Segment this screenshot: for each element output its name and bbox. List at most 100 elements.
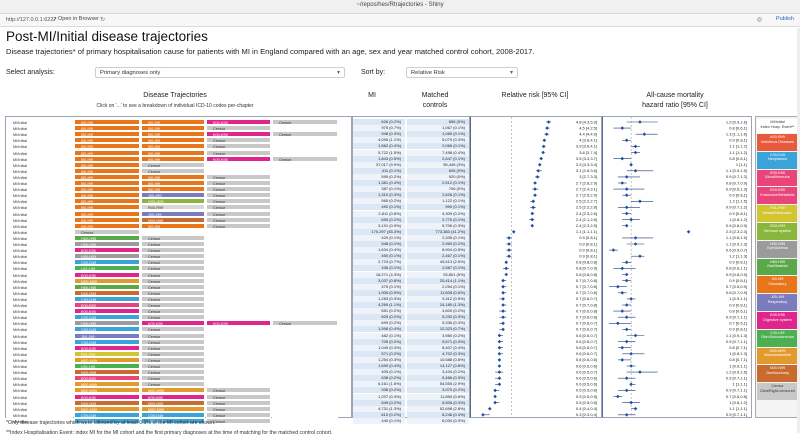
trajectory-cell[interactable]: I00-I99	[141, 173, 205, 180]
trajectory-cell[interactable]: K00-K95	[74, 393, 140, 400]
trajectory-cell[interactable]: C00-D49	[141, 411, 205, 418]
trajectory-cell[interactable]: N00-N99	[141, 216, 205, 223]
trajectory-cell[interactable]: H60-H95	[74, 283, 140, 290]
trajectory-cell[interactable]: I00-I99	[74, 204, 140, 211]
publish-icon[interactable]: ◎	[756, 17, 762, 23]
trajectory-cell[interactable]: N00-N99	[74, 289, 140, 296]
trajectory-cell[interactable]: C00-D49	[74, 411, 140, 418]
open-in-browser-button[interactable]: Open in Browser	[58, 16, 99, 22]
trajectory-cell[interactable]: C00-D49	[74, 326, 140, 333]
trajectory-cell[interactable]: C00-D49	[74, 295, 140, 302]
trajectory-cell[interactable]: I00-I99	[74, 155, 140, 162]
trajectory-cell[interactable]: R00-R99	[141, 204, 205, 211]
trajectory-cell[interactable]: K00-K95	[74, 308, 140, 315]
trajectory-cell[interactable]: G00-G99	[141, 198, 205, 205]
page-scrollbar[interactable]	[797, 28, 800, 433]
trajectory-cell[interactable]: I00-I99	[74, 173, 140, 180]
trajectory-cell[interactable]: M00-M99	[74, 381, 140, 388]
trajectory-cell: MI/Initial	[6, 387, 73, 394]
refresh-icon[interactable]: ↻	[100, 17, 106, 23]
trajectory-cell[interactable]: M00-M99	[141, 387, 205, 394]
trajectory-cell[interactable]: J00-J99	[141, 192, 205, 199]
trajectory-cell[interactable]: L00-L99	[74, 265, 140, 272]
trajectory-cell[interactable]: C00-D49	[141, 417, 205, 424]
trajectory-cell[interactable]: E00-E89	[74, 375, 140, 382]
trajectory-cell[interactable]: K00-K95	[206, 131, 271, 138]
trajectory-cell[interactable]: C00-D49	[74, 338, 140, 345]
trajectory-cell[interactable]: C00-D49	[74, 314, 140, 321]
trajectory-cell[interactable]: K00-K95	[74, 247, 140, 254]
trajectory-cell[interactable]: C00-D49	[74, 259, 140, 266]
estimate-point	[539, 156, 543, 161]
trajectory-cell[interactable]: I00-I99	[74, 210, 140, 217]
trajectory-cell[interactable]: I00-I99	[141, 180, 205, 186]
estimate-point	[629, 162, 633, 167]
trajectory-cell[interactable]: I00-I99	[74, 180, 140, 186]
trajectory-cell[interactable]: I00-I99	[74, 143, 140, 150]
trajectory-cell[interactable]: I00-I99	[141, 125, 205, 132]
analysis-select[interactable]: Primary diagnoses only ▾	[95, 67, 345, 78]
control-count-cell: 5,079 (0.3%)	[407, 137, 469, 144]
trajectory-cell[interactable]: H00-H59	[74, 320, 140, 327]
trajectory-cell[interactable]: I00-I99	[74, 149, 140, 156]
trajectory-cell[interactable]: I00-I99	[141, 119, 205, 125]
trajectory-cell[interactable]: I00-I99	[74, 192, 140, 199]
trajectory-cell[interactable]: N00-N99	[74, 399, 140, 406]
mi-count-cell: 2,811 (0.8%)	[353, 210, 405, 217]
trajectory-cell[interactable]: J00-J99	[74, 332, 140, 339]
trajectory-cell[interactable]: J00-J99	[141, 210, 205, 217]
trajectory-cell[interactable]: I00-I99	[74, 131, 140, 138]
trajectory-cell[interactable]: M00-M99	[74, 356, 140, 363]
trajectory-cell[interactable]: F01-F99	[74, 350, 140, 357]
open-browser-icon[interactable]: ↗	[52, 17, 58, 23]
trajectory-cell[interactable]: I00-I99	[74, 137, 140, 144]
trajectory-cell[interactable]: I00-I99	[141, 137, 205, 144]
trajectory-cell[interactable]: K00-K95	[206, 320, 271, 327]
trajectory-cell[interactable]: H60-H95	[74, 234, 140, 241]
trajectory-cell[interactable]: M00-M99	[74, 277, 140, 284]
trajectory-cell[interactable]: I00-I99	[141, 131, 205, 138]
trajectory-cell-empty	[272, 417, 338, 424]
trajectory-cell[interactable]: L00-L99	[74, 363, 140, 369]
estimate-label: 0.6 [0.5,0.6]	[576, 382, 597, 387]
mi-count-cell: 440 (0.1%)	[353, 417, 405, 424]
trajectory-cell[interactable]: I00-I99	[141, 143, 205, 150]
trajectory-cell: MI/Initial	[6, 125, 73, 132]
trajectory-cell[interactable]: I00-I99	[74, 119, 140, 125]
trajectory-cell[interactable]: K00-K95	[206, 119, 271, 125]
trajectory-cell[interactable]: I00-I99	[74, 167, 140, 174]
trajectory-cell[interactable]: I00-I99	[141, 149, 205, 156]
estimate-point	[624, 205, 629, 210]
trajectory-cell[interactable]: C00-D49	[74, 417, 140, 424]
trajectory-cell[interactable]: E00-E89	[74, 302, 140, 308]
trajectory-cell[interactable]: I00-I99	[74, 198, 140, 205]
trajectory-cell[interactable]: I00-I99	[74, 125, 140, 132]
trajectory-cell[interactable]: N00-N99	[141, 399, 205, 406]
estimate-point	[620, 291, 625, 295]
trajectory-cell[interactable]: I00-I99	[141, 186, 205, 193]
trajectory-cell[interactable]: M00-M99	[141, 405, 205, 412]
trajectory-cell[interactable]: K00-K95	[141, 320, 205, 327]
trajectory-cell[interactable]: I00-I99	[74, 222, 140, 229]
trajectory-cell: MI/Initial	[6, 137, 73, 144]
trajectory-cell[interactable]: I00-I99	[141, 222, 205, 229]
trajectory-cell[interactable]: K00-K95	[74, 344, 140, 351]
legend-code: K00-K95	[770, 313, 785, 317]
trajectory-cell[interactable]: I00-I99	[74, 161, 140, 168]
trajectory-cell[interactable]: K00-K95	[206, 155, 271, 162]
trajectory-cell[interactable]: K00-K95	[74, 271, 140, 278]
estimate-point	[501, 321, 505, 326]
publish-button[interactable]: Publish	[775, 16, 794, 22]
trajectory-cell[interactable]: H00-H59	[74, 253, 140, 260]
trajectory-cell[interactable]: M00-M99	[74, 387, 140, 394]
trajectory-cell[interactable]: N00-N99	[74, 369, 140, 376]
sort-select[interactable]: Relative Risk ▾	[406, 67, 518, 78]
trajectory-cell[interactable]: H00-H59	[74, 241, 140, 247]
trajectory-cell[interactable]: I00-I99	[141, 155, 205, 162]
app-url[interactable]: http://127.0.0.1:6227	[6, 17, 57, 23]
trajectory-cell[interactable]: K00-K95	[141, 393, 205, 400]
trajectory-cell[interactable]: I00-I99	[74, 216, 140, 223]
trajectory-cell[interactable]: M00-M99	[74, 405, 140, 412]
trajectory-cell[interactable]: I00-I99	[74, 186, 140, 193]
estimate-label: 0.9 [0.8,1]	[729, 302, 747, 307]
